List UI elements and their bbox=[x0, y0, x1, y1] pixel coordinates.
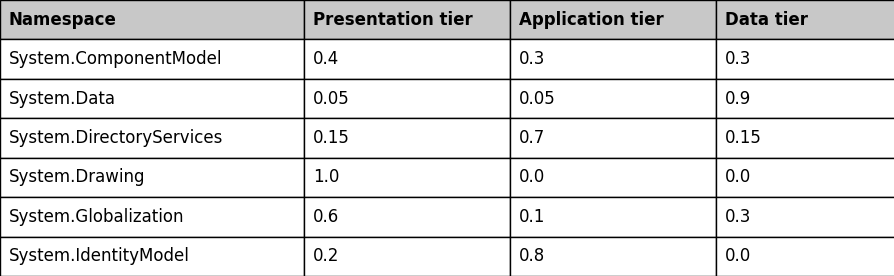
Text: Application tier: Application tier bbox=[519, 11, 663, 29]
Bar bbox=[0, 158, 304, 197]
Bar bbox=[304, 237, 510, 276]
Text: System.Drawing: System.Drawing bbox=[9, 168, 146, 186]
Text: System.IdentityModel: System.IdentityModel bbox=[9, 247, 190, 265]
Text: 0.15: 0.15 bbox=[313, 129, 350, 147]
Bar bbox=[715, 39, 894, 79]
Bar bbox=[715, 158, 894, 197]
Text: System.DirectoryServices: System.DirectoryServices bbox=[9, 129, 224, 147]
Text: 0.0: 0.0 bbox=[519, 168, 544, 186]
Bar bbox=[510, 39, 715, 79]
Bar bbox=[510, 118, 715, 158]
Bar bbox=[510, 237, 715, 276]
Bar bbox=[715, 197, 894, 237]
Bar bbox=[715, 237, 894, 276]
Bar bbox=[304, 79, 510, 118]
Bar bbox=[304, 197, 510, 237]
Text: 0.3: 0.3 bbox=[519, 50, 544, 68]
Bar bbox=[304, 0, 510, 39]
Bar bbox=[510, 79, 715, 118]
Text: 0.0: 0.0 bbox=[724, 247, 750, 265]
Text: 0.3: 0.3 bbox=[724, 50, 750, 68]
Bar bbox=[510, 0, 715, 39]
Text: 0.05: 0.05 bbox=[313, 90, 350, 108]
Bar bbox=[304, 158, 510, 197]
Text: 0.3: 0.3 bbox=[724, 208, 750, 226]
Bar bbox=[715, 79, 894, 118]
Text: 0.15: 0.15 bbox=[724, 129, 761, 147]
Bar bbox=[0, 118, 304, 158]
Bar bbox=[0, 0, 304, 39]
Bar bbox=[0, 197, 304, 237]
Text: Namespace: Namespace bbox=[9, 11, 117, 29]
Text: Presentation tier: Presentation tier bbox=[313, 11, 472, 29]
Text: 0.4: 0.4 bbox=[313, 50, 339, 68]
Text: 0.1: 0.1 bbox=[519, 208, 544, 226]
Bar bbox=[715, 118, 894, 158]
Text: System.Data: System.Data bbox=[9, 90, 116, 108]
Text: System.Globalization: System.Globalization bbox=[9, 208, 184, 226]
Text: System.ComponentModel: System.ComponentModel bbox=[9, 50, 223, 68]
Text: Data tier: Data tier bbox=[724, 11, 807, 29]
Text: 0.7: 0.7 bbox=[519, 129, 544, 147]
Bar bbox=[510, 197, 715, 237]
Text: 0.05: 0.05 bbox=[519, 90, 555, 108]
Text: 0.6: 0.6 bbox=[313, 208, 339, 226]
Bar bbox=[0, 237, 304, 276]
Text: 0.8: 0.8 bbox=[519, 247, 544, 265]
Bar bbox=[0, 79, 304, 118]
Bar bbox=[304, 39, 510, 79]
Bar bbox=[304, 118, 510, 158]
Text: 1.0: 1.0 bbox=[313, 168, 339, 186]
Bar bbox=[715, 0, 894, 39]
Text: 0.9: 0.9 bbox=[724, 90, 750, 108]
Text: 0.0: 0.0 bbox=[724, 168, 750, 186]
Bar bbox=[0, 39, 304, 79]
Text: 0.2: 0.2 bbox=[313, 247, 339, 265]
Bar bbox=[510, 158, 715, 197]
